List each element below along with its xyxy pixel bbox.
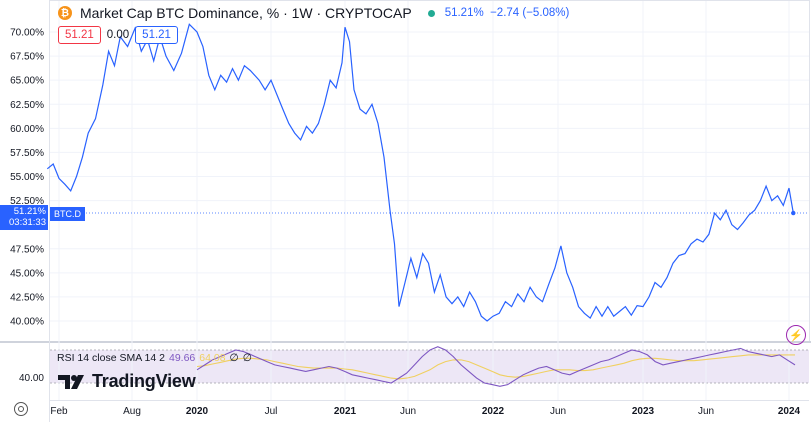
- y-tick-label: 42.50%: [10, 292, 44, 303]
- tradingview-logo[interactable]: TradingView: [58, 371, 196, 392]
- rsi-band: [50, 350, 809, 383]
- main-pane: [49, 0, 810, 342]
- x-tick-label: Jun: [400, 406, 416, 417]
- y-tick-label: 65.00%: [10, 76, 44, 87]
- rsi-sma-series: [196, 354, 795, 380]
- x-tick-label: Jul: [265, 406, 278, 417]
- x-tick-label: 2020: [186, 406, 209, 417]
- y-tick-label: 40.00%: [10, 317, 44, 328]
- rsi-axis-tick: 40.00: [19, 373, 44, 384]
- rsi-legend-empty-1: ∅: [229, 352, 239, 364]
- y-tick-label: 52.50%: [10, 196, 44, 207]
- chart-title[interactable]: Market Cap BTC Dominance, % · 1W · CRYPT…: [80, 5, 412, 21]
- settings-icon[interactable]: [14, 402, 28, 416]
- rsi-legend[interactable]: RSI 14 close SMA 14 2 49.66 64.08 ∅ ∅: [57, 352, 252, 364]
- y-tick-label: 67.50%: [10, 52, 44, 63]
- x-tick-label: 2023: [632, 406, 655, 417]
- last-price-dot: [791, 210, 796, 216]
- ask-box[interactable]: 51.21: [135, 26, 178, 44]
- bid-box[interactable]: 51.21: [58, 26, 101, 44]
- x-tick-label: 2021: [334, 406, 357, 417]
- chart-title-bar: ₿ Market Cap BTC Dominance, % · 1W · CRY…: [58, 4, 569, 22]
- y-tick-label: 70.00%: [10, 28, 44, 39]
- live-status-dot-icon: [427, 9, 435, 17]
- rsi-series: [196, 346, 796, 387]
- y-tick-label: 57.50%: [10, 148, 44, 159]
- price-change: 51.21% −2.74 (−5.08%): [444, 7, 570, 19]
- symbol-tag: BTC.D: [50, 207, 85, 221]
- last-price-tag: 51.21% 03:31:33: [0, 205, 48, 230]
- rsi-legend-sma: 64.08: [199, 352, 226, 364]
- rsi-legend-value: 49.66: [168, 352, 196, 364]
- bar-countdown: 03:31:33: [9, 217, 46, 228]
- btc-dominance-series: [46, 23, 794, 322]
- y-tick-label: 55.00%: [10, 172, 44, 183]
- rsi-legend-name: RSI 14 close SMA 14 2: [57, 352, 165, 364]
- y-tick-label: 47.50%: [10, 244, 44, 255]
- lightning-icon[interactable]: ⚡: [786, 325, 806, 345]
- ohlc-row: 51.21 0.00 51.21: [58, 26, 178, 44]
- y-tick-label: 60.00%: [10, 124, 44, 135]
- x-tick-label: 2022: [482, 406, 505, 417]
- x-tick-label: Jun: [698, 406, 714, 417]
- last-price-value: 51.21%: [13, 206, 46, 217]
- x-tick-label: Jun: [550, 406, 566, 417]
- y-tick-label: 45.00%: [10, 268, 44, 279]
- tradingview-logo-icon: [58, 374, 84, 389]
- rsi-legend-empty-2: ∅: [242, 352, 252, 364]
- spread-value: 0.00: [106, 29, 130, 41]
- x-tick-label: 2024: [778, 406, 801, 417]
- x-tick-label: Feb: [50, 406, 68, 417]
- y-tick-label: 62.50%: [10, 100, 44, 111]
- tradingview-wordmark: TradingView: [92, 371, 196, 391]
- x-tick-label: Aug: [123, 406, 141, 417]
- bitcoin-icon: ₿: [58, 6, 72, 20]
